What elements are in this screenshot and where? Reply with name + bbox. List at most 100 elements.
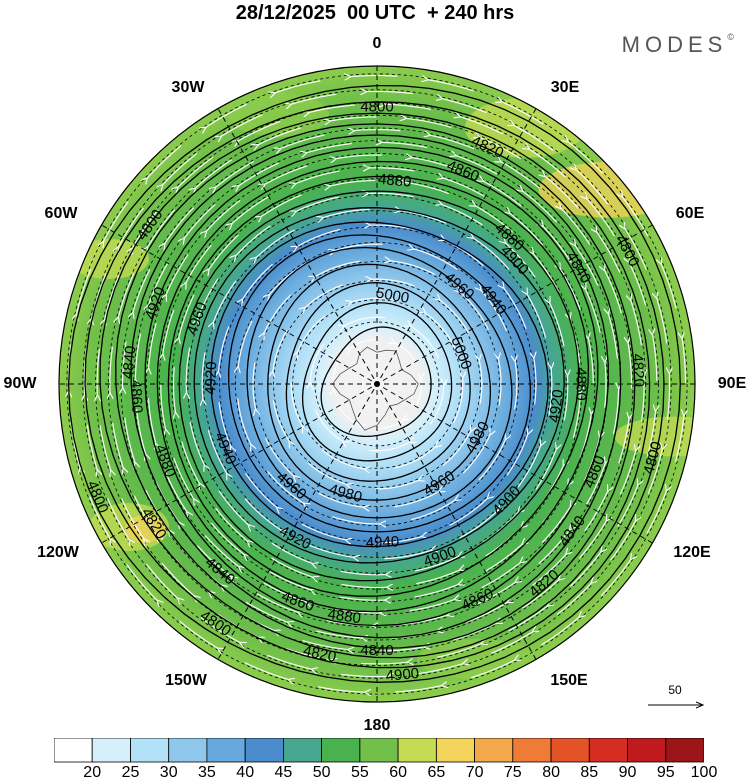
wind-streamline xyxy=(252,362,256,409)
color-bar-tick-label: 75 xyxy=(503,764,522,781)
color-bar-tick-label: 45 xyxy=(274,764,293,781)
wind-streamline xyxy=(395,686,441,693)
color-bar xyxy=(54,738,704,763)
wind-streamline xyxy=(275,80,321,93)
wind-streamline xyxy=(206,103,247,127)
wind-streamline xyxy=(586,290,601,333)
wind-streamline xyxy=(561,209,591,245)
wind-streamline xyxy=(202,352,205,399)
color-bar-swatch xyxy=(397,738,437,763)
wind-streamline xyxy=(133,269,151,313)
wind-streamline xyxy=(219,326,230,371)
wind-streamline xyxy=(174,367,176,412)
wind-streamline xyxy=(345,316,386,325)
wind-streamline xyxy=(414,249,458,270)
wind-streamline xyxy=(237,398,251,444)
wind-streamline xyxy=(667,374,669,420)
wind-streamline xyxy=(107,498,129,539)
wind-streamline xyxy=(411,327,439,359)
wind-speed-patch xyxy=(614,416,695,457)
contour-label: 4880 xyxy=(377,171,412,191)
wind-streamline xyxy=(605,362,606,408)
lon-label-150e: 150E xyxy=(550,672,588,689)
wind-streamline xyxy=(459,511,498,539)
color-bar-swatch xyxy=(321,738,361,763)
lon-label-60e: 60E xyxy=(675,205,705,222)
wind-streamline xyxy=(334,608,380,613)
wind-streamline xyxy=(200,617,240,643)
wind-streamline xyxy=(310,343,325,383)
contour-label: 4880 xyxy=(327,606,362,627)
height-contour xyxy=(115,123,636,649)
wind-scale-label: 50 xyxy=(668,683,682,697)
wind-streamline xyxy=(610,521,636,561)
wind-streamline xyxy=(619,451,635,495)
wind-streamline xyxy=(504,289,527,330)
wind-streamline xyxy=(213,280,237,322)
wind-streamline xyxy=(147,398,156,443)
wind-streamline xyxy=(402,615,447,625)
wind-streamline xyxy=(255,592,297,612)
wind-streamline xyxy=(149,322,157,368)
wind-streamline xyxy=(146,563,178,598)
lon-label-120w: 120W xyxy=(37,544,79,561)
color-bar-tick-label: 100 xyxy=(690,764,718,781)
contour-label: 4900 xyxy=(385,665,420,685)
wind-streamline xyxy=(541,617,578,646)
wind-streamline xyxy=(534,254,559,292)
wind-streamline xyxy=(440,300,470,334)
wind-streamline xyxy=(160,383,166,429)
wind-streamline xyxy=(296,196,340,211)
color-bar-tick-label: 80 xyxy=(542,764,560,781)
color-bar-swatch xyxy=(359,738,399,763)
wind-streamline xyxy=(517,446,540,488)
wind-streamline xyxy=(368,442,410,452)
lon-label-30e: 30E xyxy=(550,79,580,96)
wind-streamline xyxy=(133,495,157,536)
wind-streamline xyxy=(104,201,129,242)
wind-streamline xyxy=(436,644,481,658)
wind-streamline xyxy=(646,491,666,534)
wind-streamline xyxy=(474,238,510,270)
wind-streamline xyxy=(653,335,658,381)
wind-streamline xyxy=(302,639,348,650)
color-bar-swatch xyxy=(282,738,322,763)
color-bar-swatch xyxy=(206,738,246,763)
wind-streamline xyxy=(568,142,603,174)
wind-streamline xyxy=(367,92,413,94)
color-bar-tick-label: 40 xyxy=(236,764,255,781)
wind-streamline xyxy=(86,424,97,470)
wind-streamline xyxy=(578,521,606,559)
wind-streamline xyxy=(262,194,302,216)
wind-streamline xyxy=(521,580,558,609)
wind-streamline xyxy=(99,425,111,470)
wind-streamline xyxy=(515,362,517,410)
wind-streamline xyxy=(265,438,294,475)
wind-streamline xyxy=(207,429,226,473)
wind-streamline xyxy=(307,462,346,484)
wind-streamline xyxy=(163,153,198,185)
wind-streamline xyxy=(682,339,687,386)
wind-streamline xyxy=(476,206,514,233)
wind-streamline xyxy=(110,346,113,393)
wind-streamline xyxy=(204,535,238,567)
lon-label-180: 180 xyxy=(363,717,391,734)
wind-streamline xyxy=(444,178,486,198)
wind-streamline xyxy=(310,104,355,112)
wind-streamline xyxy=(617,486,638,527)
wind-streamline xyxy=(605,271,622,314)
contour-label: 4920 xyxy=(546,388,567,423)
wind-streamline xyxy=(166,254,189,295)
wind-streamline xyxy=(290,382,302,426)
wind-streamline xyxy=(414,585,459,598)
wind-streamline xyxy=(443,99,487,114)
contour-label: 4820 xyxy=(629,353,648,387)
wind-speed-patch xyxy=(229,93,330,138)
wind-streamline xyxy=(161,562,194,596)
wind-streamline xyxy=(297,315,326,352)
wind-streamline xyxy=(198,278,219,319)
wind-streamline xyxy=(185,203,216,238)
wind-streamline xyxy=(527,295,547,339)
height-contour-dashed xyxy=(219,226,535,542)
wind-streamline xyxy=(179,620,218,648)
